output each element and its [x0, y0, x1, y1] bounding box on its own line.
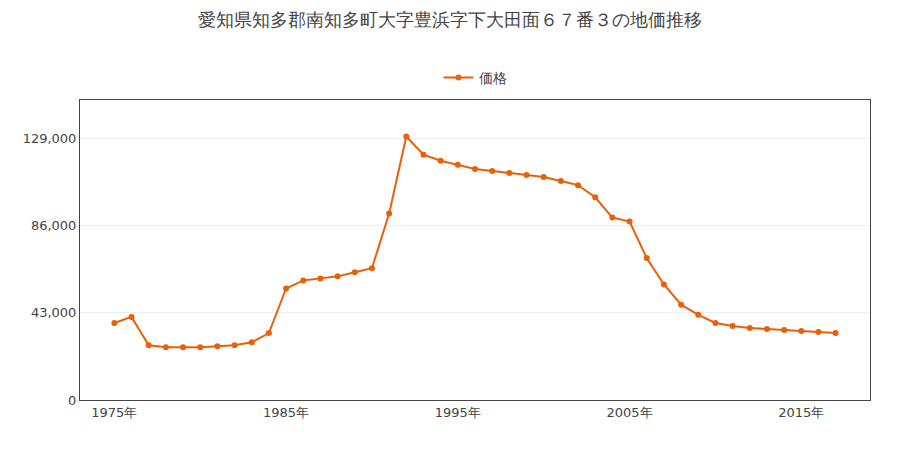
svg-text:129,000: 129,000: [23, 131, 77, 146]
svg-text:2005年: 2005年: [607, 405, 653, 420]
svg-text:1985年: 1985年: [263, 405, 309, 420]
svg-text:43,000: 43,000: [31, 305, 77, 320]
svg-text:価格: 価格: [479, 70, 507, 86]
svg-text:1995年: 1995年: [435, 405, 481, 420]
svg-text:1975年: 1975年: [91, 405, 137, 420]
svg-text:0: 0: [68, 393, 76, 408]
svg-text:2015年: 2015年: [778, 405, 824, 420]
svg-text:愛知県知多郡南知多町大字豊浜字下大田面６７番３の地価推移: 愛知県知多郡南知多町大字豊浜字下大田面６７番３の地価推移: [198, 9, 702, 30]
svg-text:86,000: 86,000: [31, 218, 77, 233]
